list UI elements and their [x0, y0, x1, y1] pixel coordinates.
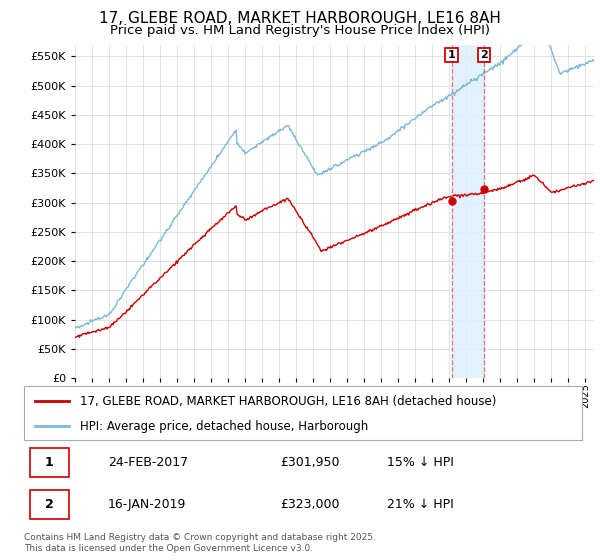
- Text: 17, GLEBE ROAD, MARKET HARBOROUGH, LE16 8AH: 17, GLEBE ROAD, MARKET HARBOROUGH, LE16 …: [99, 11, 501, 26]
- Text: Price paid vs. HM Land Registry's House Price Index (HPI): Price paid vs. HM Land Registry's House …: [110, 24, 490, 37]
- Text: Contains HM Land Registry data © Crown copyright and database right 2025.
This d: Contains HM Land Registry data © Crown c…: [24, 533, 376, 553]
- Text: 2: 2: [45, 498, 53, 511]
- Text: £301,950: £301,950: [281, 456, 340, 469]
- FancyBboxPatch shape: [24, 386, 582, 440]
- Bar: [452, 45, 484, 378]
- FancyBboxPatch shape: [29, 449, 68, 477]
- FancyBboxPatch shape: [29, 490, 68, 519]
- Text: 17, GLEBE ROAD, MARKET HARBOROUGH, LE16 8AH (detached house): 17, GLEBE ROAD, MARKET HARBOROUGH, LE16 …: [80, 395, 496, 408]
- Text: HPI: Average price, detached house, Harborough: HPI: Average price, detached house, Harb…: [80, 420, 368, 433]
- Text: 1: 1: [45, 456, 53, 469]
- Text: 15% ↓ HPI: 15% ↓ HPI: [387, 456, 454, 469]
- Text: 2: 2: [480, 50, 488, 60]
- Text: 16-JAN-2019: 16-JAN-2019: [108, 498, 186, 511]
- Text: 1: 1: [448, 50, 455, 60]
- Text: 21% ↓ HPI: 21% ↓ HPI: [387, 498, 454, 511]
- Text: £323,000: £323,000: [281, 498, 340, 511]
- Text: 24-FEB-2017: 24-FEB-2017: [108, 456, 188, 469]
